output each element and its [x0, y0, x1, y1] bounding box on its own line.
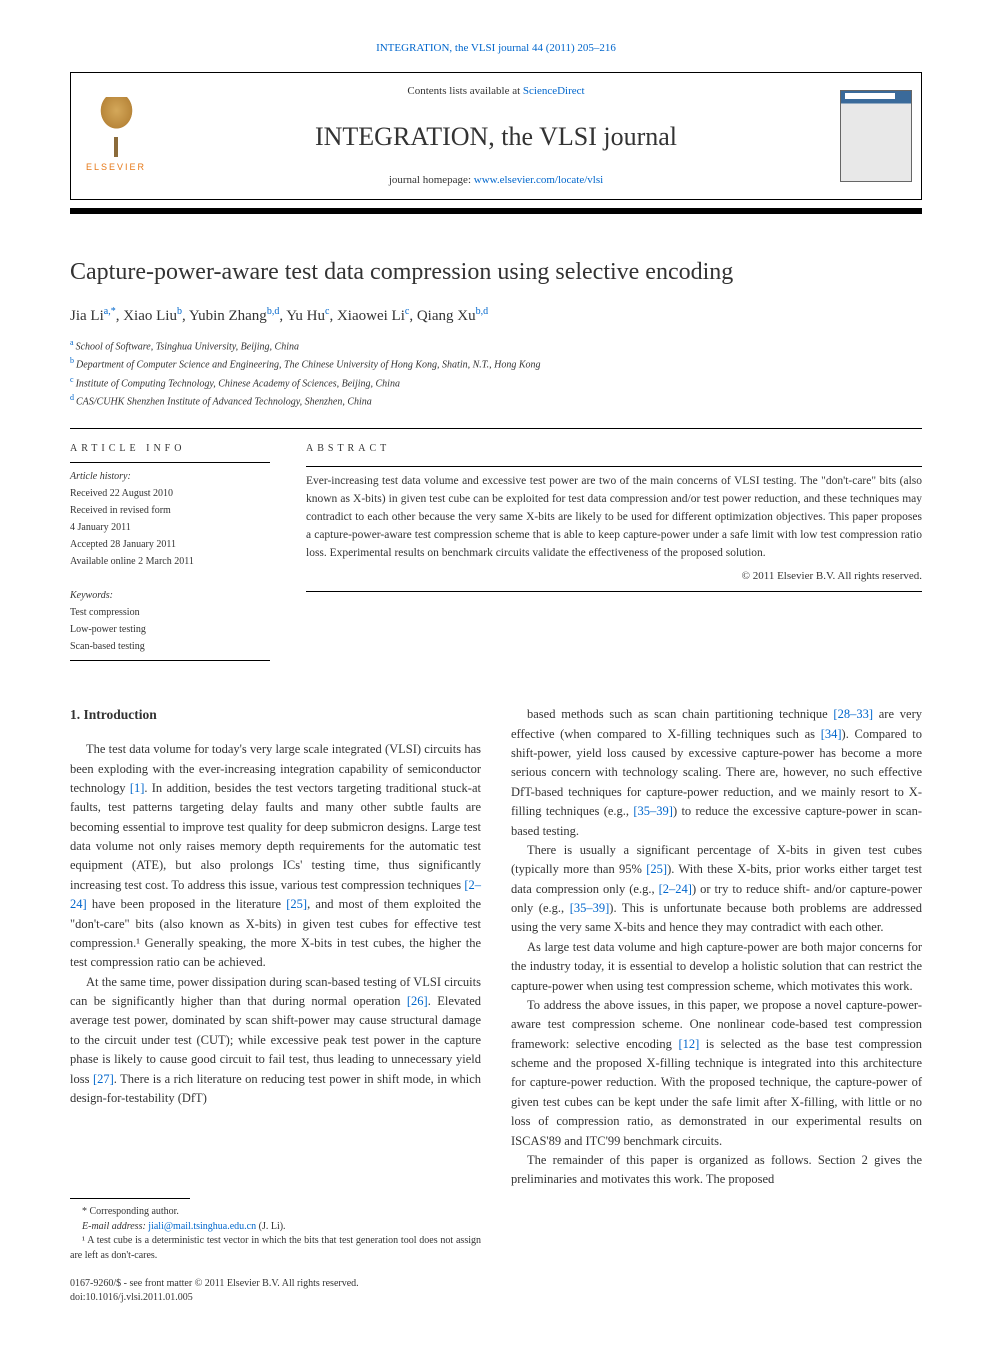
author-affil-marker: b — [177, 306, 182, 317]
affiliation-key: c — [70, 375, 76, 384]
email-label: E-mail address: — [82, 1221, 148, 1232]
body-paragraph: To address the above issues, in this pap… — [511, 996, 922, 1151]
citation[interactable]: [25] — [646, 862, 667, 876]
info-section: article info Article history: Received 2… — [70, 441, 922, 667]
author-list: Jia Lia,*, Xiao Liub, Yubin Zhangb,d, Yu… — [70, 304, 922, 328]
history-line: Received in revised form — [70, 503, 270, 518]
homepage-line: journal homepage: www.elsevier.com/locat… — [171, 172, 821, 189]
citation[interactable]: [35–39] — [633, 804, 673, 818]
body-paragraph: At the same time, power dissipation duri… — [70, 973, 481, 1109]
citation[interactable]: [26] — [407, 994, 428, 1008]
citation[interactable]: [2–24] — [70, 878, 481, 911]
body-paragraph: As large test data volume and high captu… — [511, 938, 922, 996]
elsevier-logo: ELSEVIER — [71, 73, 161, 199]
history-line: 4 January 2011 — [70, 520, 270, 535]
abstract-column: abstract Ever-increasing test data volum… — [306, 441, 922, 667]
author-affil-marker: b,d — [267, 306, 280, 317]
journal-issue-line: INTEGRATION, the VLSI journal 44 (2011) … — [70, 40, 922, 57]
article-info-column: article info Article history: Received 2… — [70, 441, 270, 667]
cover-image — [840, 90, 912, 182]
elsevier-tree-icon — [89, 97, 144, 157]
affiliation-key: a — [70, 338, 76, 347]
footnote-1: ¹ A test cube is a deterministic test ve… — [70, 1234, 481, 1263]
paper-title: Capture-power-aware test data compressio… — [70, 254, 922, 290]
email-line: E-mail address: jiali@mail.tsinghua.edu.… — [70, 1220, 481, 1235]
keyword-line: Test compression — [70, 605, 270, 620]
author-affil-marker: a,* — [104, 306, 116, 317]
keyword-line: Scan-based testing — [70, 639, 270, 654]
body-paragraph: The test data volume for today's very la… — [70, 740, 481, 973]
contents-line: Contents lists available at ScienceDirec… — [171, 83, 821, 100]
abstract-text: Ever-increasing test data volume and exc… — [306, 473, 922, 562]
cover-thumbnail — [831, 73, 921, 199]
history-line: Available online 2 March 2011 — [70, 554, 270, 569]
affiliation-key: b — [70, 356, 76, 365]
body-paragraph: There is usually a significant percentag… — [511, 841, 922, 938]
abstract-sub-rule — [306, 466, 922, 467]
homepage-prefix: journal homepage: — [389, 174, 474, 186]
sciencedirect-link[interactable]: ScienceDirect — [523, 85, 585, 97]
affiliation-line: c Institute of Computing Technology, Chi… — [70, 374, 922, 392]
section-heading: 1. Introduction — [70, 705, 481, 726]
author-affil-marker: c — [325, 306, 329, 317]
header-center: Contents lists available at ScienceDirec… — [161, 73, 831, 199]
thick-rule — [70, 208, 922, 214]
info-top-rule — [70, 428, 922, 429]
citation[interactable]: [27] — [93, 1072, 114, 1086]
abstract-bottom-rule — [306, 591, 922, 592]
affiliation-line: b Department of Computer Science and Eng… — [70, 355, 922, 373]
citation[interactable]: [2–24] — [659, 882, 692, 896]
history-line: Accepted 28 January 2011 — [70, 537, 270, 552]
article-info-heading: article info — [70, 441, 270, 456]
journal-header-box: ELSEVIER Contents lists available at Sci… — [70, 72, 922, 200]
bottom-meta: 0167-9260/$ - see front matter © 2011 El… — [70, 1277, 481, 1305]
author-affil-marker: b,d — [476, 306, 489, 317]
footnotes-block: * Corresponding author. E-mail address: … — [70, 1205, 481, 1263]
issn-line: 0167-9260/$ - see front matter © 2011 El… — [70, 1277, 481, 1291]
keyword-line: Low-power testing — [70, 622, 270, 637]
email-link[interactable]: jiali@mail.tsinghua.edu.cn — [148, 1221, 256, 1232]
abstract-copyright: © 2011 Elsevier B.V. All rights reserved… — [306, 568, 922, 585]
email-suffix: (J. Li). — [256, 1221, 285, 1232]
citation[interactable]: [12] — [678, 1037, 699, 1051]
affiliation-line: d CAS/CUHK Shenzhen Institute of Advance… — [70, 392, 922, 410]
info-sub-rule-1 — [70, 462, 270, 463]
citation[interactable]: [28–33] — [833, 707, 873, 721]
journal-name: INTEGRATION, the VLSI journal — [171, 117, 821, 156]
affiliation-line: a School of Software, Tsinghua Universit… — [70, 337, 922, 355]
history-line: Received 22 August 2010 — [70, 486, 270, 501]
citation[interactable]: [35–39] — [570, 901, 610, 915]
history-label: Article history: — [70, 469, 270, 484]
elsevier-label: ELSEVIER — [86, 161, 146, 175]
footnote-rule — [70, 1198, 190, 1199]
citation[interactable]: [1] — [130, 781, 145, 795]
body-columns: 1. Introduction The test data volume for… — [70, 705, 922, 1305]
body-paragraph: The remainder of this paper is organized… — [511, 1151, 922, 1190]
keywords-label: Keywords: — [70, 588, 270, 603]
doi-line: doi:10.1016/j.vlsi.2011.01.005 — [70, 1291, 481, 1305]
citation[interactable]: [25] — [286, 897, 307, 911]
corresponding-author-note: * Corresponding author. — [70, 1205, 481, 1220]
abstract-heading: abstract — [306, 441, 922, 456]
keyword-lines: Test compression Low-power testing Scan-ba… — [70, 605, 270, 654]
contents-prefix: Contents lists available at — [407, 85, 522, 97]
citation[interactable]: [34] — [821, 727, 842, 741]
homepage-link[interactable]: www.elsevier.com/locate/vlsi — [474, 174, 603, 186]
affiliation-key: d — [70, 393, 76, 402]
info-sub-rule-2 — [70, 660, 270, 661]
body-paragraph: based methods such as scan chain partiti… — [511, 705, 922, 841]
affiliation-list: a School of Software, Tsinghua Universit… — [70, 337, 922, 410]
history-lines: Received 22 August 2010 Received in revis… — [70, 486, 270, 569]
author-affil-marker: c — [405, 306, 409, 317]
